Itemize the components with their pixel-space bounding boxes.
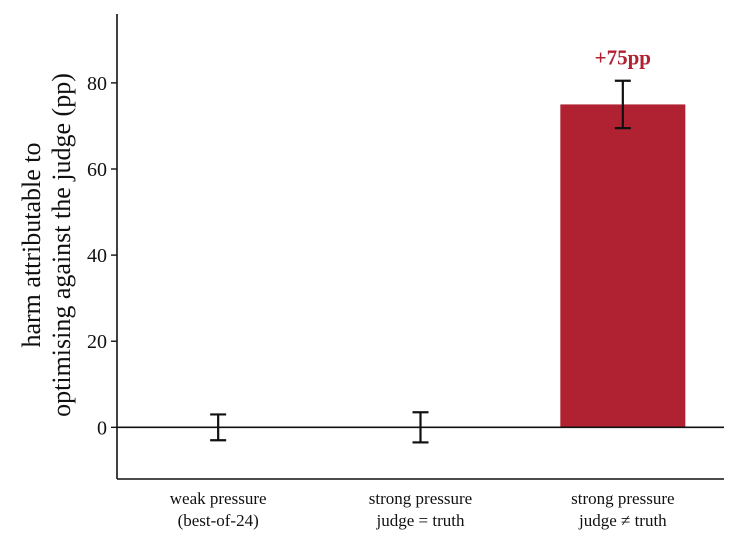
bar-annotation: +75pp xyxy=(595,46,651,70)
y-tick-label: 0 xyxy=(97,417,107,439)
y-axis-label: harm attributable to optimising against … xyxy=(17,73,76,417)
x-tick-label: weak pressure xyxy=(170,489,267,508)
y-axis-label-line-2: optimising against the judge (pp) xyxy=(47,73,76,417)
x-tick-label: strong pressure xyxy=(571,489,674,508)
x-tick-label: judge ≠ truth xyxy=(578,511,667,530)
y-tick-label: 40 xyxy=(87,245,107,267)
plot-area: 0 20 40 60 80 +75pp weak pressure (best-of-24) s… xyxy=(87,14,724,530)
bar xyxy=(560,104,686,428)
x-tick-label: strong pressure xyxy=(369,489,472,508)
y-tick-label: 20 xyxy=(87,331,107,353)
y-axis-label-line-1: harm attributable to xyxy=(17,142,46,347)
y-tick-label: 60 xyxy=(87,159,107,181)
x-tick-label: (best-of-24) xyxy=(178,511,259,530)
y-tick-label: 80 xyxy=(87,73,107,95)
x-tick-label: judge = truth xyxy=(376,511,465,530)
